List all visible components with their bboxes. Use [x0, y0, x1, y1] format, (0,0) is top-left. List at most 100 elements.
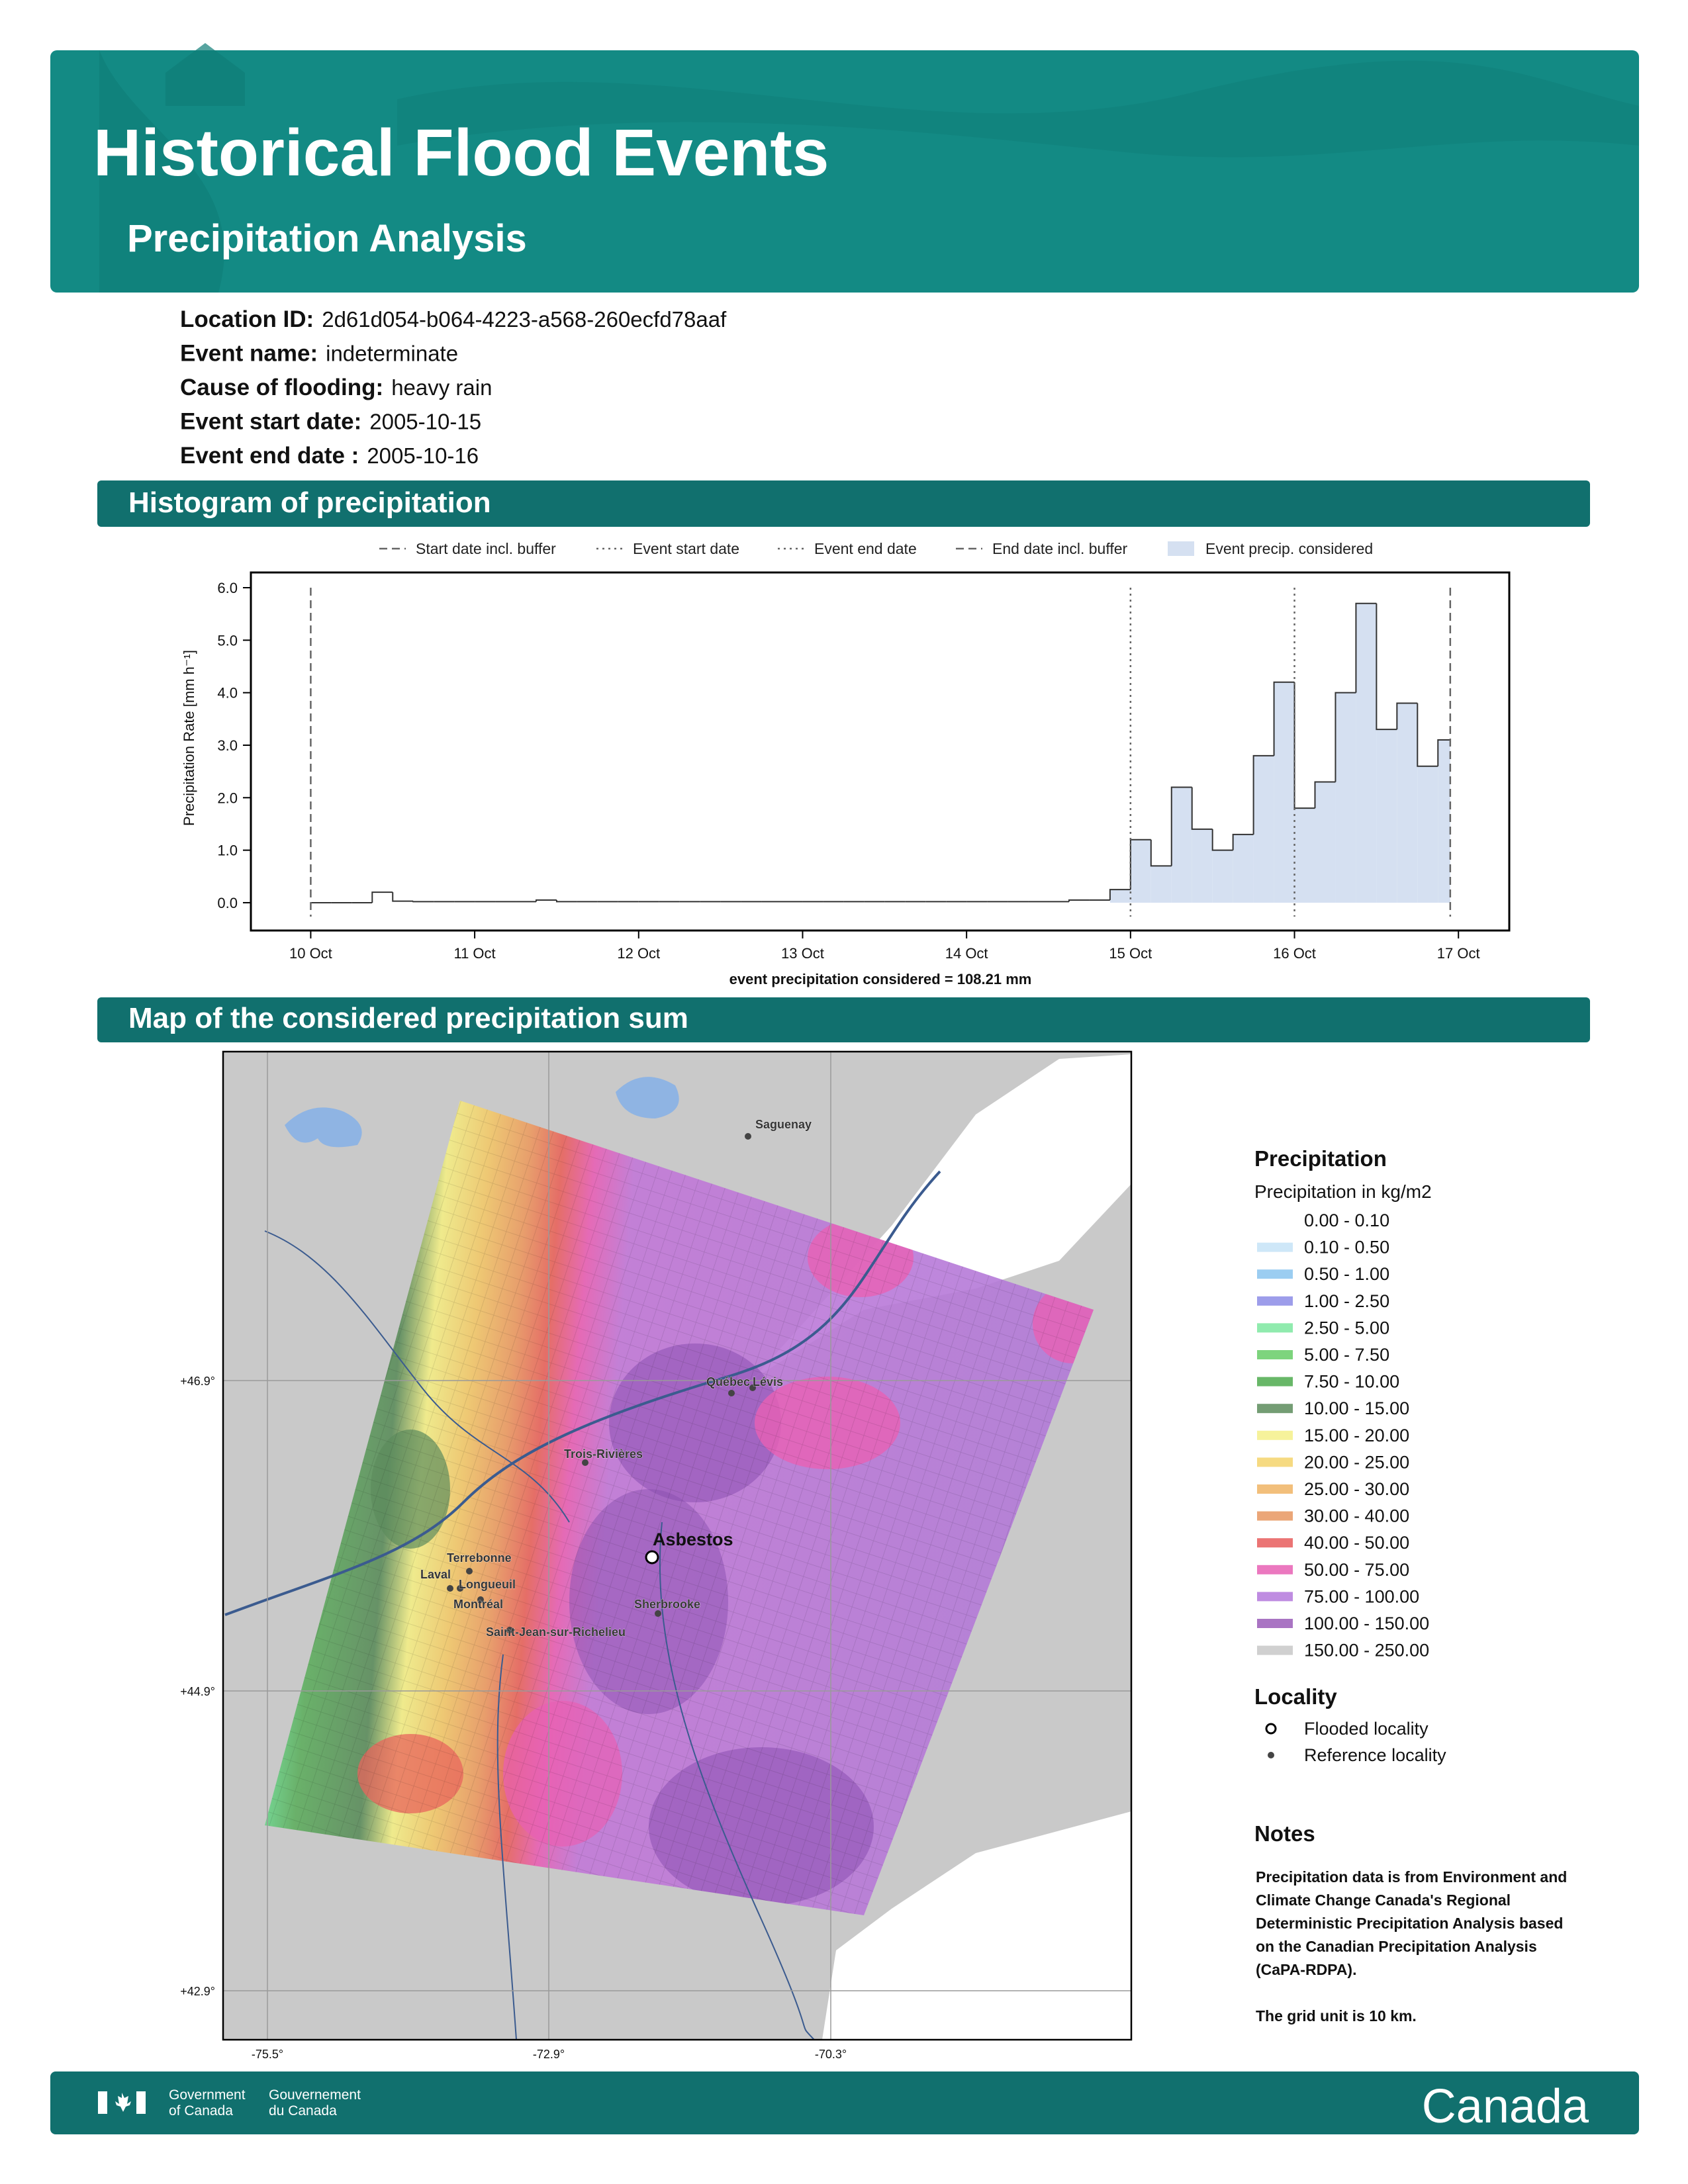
considered-fill — [1356, 603, 1377, 903]
legend-swatch — [1257, 1592, 1293, 1602]
info-row: Location ID: 2d61d054-b064-4223-a568-260e… — [180, 306, 727, 332]
step-segment — [1417, 703, 1438, 767]
legend-swatch — [1257, 1619, 1293, 1628]
considered-fill — [1274, 682, 1295, 903]
legend-label: 30.00 - 40.00 — [1304, 1506, 1409, 1526]
info-row: Event end date : 2005-10-16 — [180, 443, 479, 469]
legend-label: 0.10 - 0.50 — [1304, 1238, 1389, 1257]
y-axis-label: Precipitation Rate [mm h⁻¹] — [181, 650, 197, 826]
lat-label: +42.9° — [180, 1985, 215, 1998]
step-segment — [535, 899, 557, 902]
step-segment — [555, 899, 577, 903]
notes-title: Notes — [1254, 1821, 1315, 1846]
legend-label: 0.50 - 1.00 — [1304, 1264, 1389, 1284]
map-river — [496, 1654, 517, 2040]
notes-line: (CaPA-RDPA). — [1256, 1961, 1356, 1978]
map-river — [264, 1230, 570, 1523]
info-value: indeterminate — [326, 341, 458, 366]
map-frame — [222, 1050, 1133, 2041]
info-label: Cause of flooding: — [180, 375, 383, 400]
x-tick-label: 10 Oct — [289, 945, 332, 962]
legend-label: 0.00 - 0.10 — [1304, 1210, 1389, 1230]
legend-label: 1.00 - 2.50 — [1304, 1291, 1389, 1311]
place-label: Terrebonne — [447, 1551, 512, 1565]
reference-marker — [506, 1627, 513, 1633]
info-value: heavy rain — [391, 375, 492, 400]
map-river — [659, 1522, 815, 2040]
considered-fill — [1253, 755, 1274, 903]
y-tick-label: 5.0 — [217, 632, 238, 649]
x-tick-label: 11 Oct — [453, 945, 495, 962]
legend-label: Flooded locality — [1304, 1719, 1429, 1739]
step-segment — [1355, 602, 1377, 693]
chart-caption: event precipitation considered = 108.21 … — [729, 971, 1032, 987]
legend-swatch — [1257, 1645, 1293, 1655]
reference-marker — [477, 1596, 484, 1603]
info-label: Event start date: — [180, 409, 361, 435]
info-value: 2d61d054-b064-4223-a568-260ecfd78aaf — [322, 307, 727, 332]
legend-swatch — [1257, 1484, 1293, 1494]
place-label: Sherbrooke — [634, 1598, 700, 1611]
notes-line: on the Canadian Precipitation Analysis — [1256, 1938, 1537, 1955]
legend-label: 50.00 - 75.00 — [1304, 1560, 1409, 1580]
legend-label: 2.50 - 5.00 — [1304, 1318, 1389, 1338]
step-segment — [1211, 829, 1233, 851]
x-tick-label: 16 Oct — [1273, 945, 1316, 962]
y-tick-label: 6.0 — [217, 580, 238, 596]
legend-swatch — [1257, 1457, 1293, 1467]
footer-text: du Canada — [269, 2103, 337, 2118]
legend-label: 40.00 - 50.00 — [1304, 1533, 1409, 1553]
legend-label: 15.00 - 20.00 — [1304, 1426, 1409, 1445]
section-bar — [97, 480, 1590, 527]
legend-label: Event end date — [814, 540, 917, 557]
reference-marker — [749, 1385, 756, 1391]
step-segment — [1396, 702, 1418, 730]
place-label: Montréal — [453, 1598, 503, 1611]
legend-label: 100.00 - 150.00 — [1304, 1614, 1429, 1633]
step-segment — [1273, 681, 1295, 756]
legend-label: 150.00 - 250.00 — [1304, 1641, 1429, 1661]
y-tick-label: 3.0 — [217, 737, 238, 754]
page-subtitle: Precipitation Analysis — [127, 217, 527, 260]
section-bar — [97, 997, 1590, 1042]
reference-marker — [745, 1133, 751, 1140]
legend-swatch — [1257, 1216, 1293, 1225]
x-tick-label: 17 Oct — [1437, 945, 1480, 962]
legend-label: 25.00 - 30.00 — [1304, 1479, 1409, 1499]
lat-label: +46.9° — [180, 1375, 215, 1388]
legend-label: 7.50 - 10.00 — [1304, 1372, 1399, 1392]
legend-swatch — [1257, 1377, 1293, 1387]
legend-swatch — [1257, 1296, 1293, 1306]
header-house-icon — [165, 43, 245, 106]
legend-swatch — [1257, 1323, 1293, 1333]
map-lake — [285, 1107, 362, 1148]
legend-label: 75.00 - 100.00 — [1304, 1586, 1419, 1606]
info-label: Location ID: — [180, 306, 314, 332]
graticule — [223, 1052, 1131, 2040]
map-river — [224, 1170, 941, 1616]
considered-fill — [1397, 703, 1418, 903]
place-label: Québec — [706, 1375, 750, 1388]
info-row: Event start date: 2005-10-15 — [180, 409, 481, 435]
canada-wordmark: Canada — [1422, 2080, 1589, 2133]
considered-fill — [1376, 729, 1397, 903]
step-segment — [1191, 787, 1213, 830]
considered-fill — [1438, 740, 1450, 903]
step-segment — [1376, 603, 1397, 731]
considered-fill — [1233, 834, 1254, 903]
lat-label: +44.9° — [180, 1685, 215, 1698]
legend-swatch — [1257, 1350, 1293, 1359]
step-segment — [371, 891, 393, 903]
considered-fill — [1171, 787, 1192, 903]
info-row: Cause of flooding: heavy rain — [180, 375, 492, 400]
step-segment — [392, 892, 414, 902]
place-label: Trois-Rivières — [564, 1447, 643, 1461]
header-decoration — [397, 60, 1639, 158]
legend-title: Locality — [1254, 1684, 1337, 1709]
notes-line: The grid unit is 10 km. — [1256, 2007, 1417, 2025]
footer-text: of Canada — [169, 2103, 233, 2118]
step-segment — [1170, 786, 1192, 866]
place-label: Saguenay — [755, 1118, 812, 1131]
